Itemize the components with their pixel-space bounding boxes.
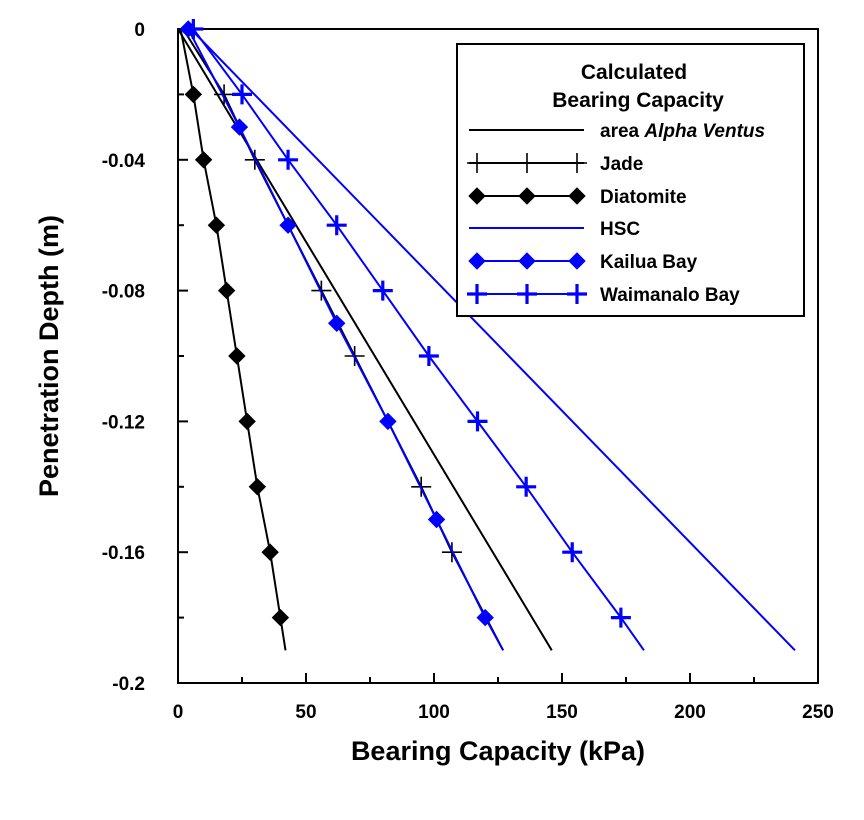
legend-marker-jade <box>517 153 537 173</box>
legend-marker-kailua-bay <box>468 252 486 270</box>
series-line-hsc <box>190 28 796 651</box>
data-point-kailua-bay <box>427 510 446 529</box>
legend-entry-waimanalo-bay: Waimanalo Bay <box>467 284 740 306</box>
data-point-diatomite <box>248 478 267 496</box>
legend-entries: area Alpha Ventus Jade Diatomite HSC Kailua … <box>467 121 765 306</box>
legend-title-line1: Calculated <box>581 61 687 84</box>
data-point-waimanalo-bay <box>562 542 583 563</box>
y-tick-label: -0.12 <box>102 412 145 433</box>
data-point-waimanalo-bay <box>418 346 439 366</box>
data-point-waimanalo-bay <box>516 476 537 497</box>
legend-marker-kailua-bay <box>518 252 536 270</box>
legend-marker-waimanalo-bay <box>567 284 587 304</box>
data-point-waimanalo-bay <box>467 411 488 432</box>
y-axis: 0 -0.04 -0.08 -0.12 -0.16 -0.2 <box>102 20 188 695</box>
legend-marker-diatomite <box>568 187 586 205</box>
y-tick-label: -0.04 <box>102 151 146 172</box>
x-axis: 0 50 100 150 200 250 <box>173 673 834 723</box>
data-point-kailua-bay <box>476 608 494 627</box>
x-tick-label: 250 <box>802 702 834 723</box>
y-tick-label: 0 <box>134 20 145 41</box>
data-point-diatomite <box>194 151 213 169</box>
data-point-waimanalo-bay <box>183 19 204 39</box>
legend-marker-waimanalo-bay <box>517 284 537 304</box>
x-tick-label: 0 <box>173 702 184 723</box>
data-point-diatomite <box>271 608 290 627</box>
legend-label-kailua-bay: Kailua Bay <box>600 252 698 273</box>
data-point-kailua-bay <box>379 412 397 431</box>
series-diatomite <box>179 28 290 651</box>
data-point-waimanalo-bay <box>372 280 393 301</box>
legend-entry-kailua-bay: Kailua Bay <box>468 252 698 273</box>
y-tick-label: -0.16 <box>102 543 145 564</box>
legend-marker-diatomite <box>468 187 486 205</box>
data-point-diatomite <box>207 216 226 234</box>
legend-marker-kailua-bay <box>568 252 586 270</box>
data-point-diatomite <box>217 281 236 300</box>
legend-label-hsc: HSC <box>600 219 640 240</box>
x-axis-title: Bearing Capacity (kPa) <box>351 736 645 766</box>
legend-entry-diatomite: Diatomite <box>468 187 687 208</box>
legend-label-waimanalo-bay: Waimanalo Bay <box>600 285 740 306</box>
data-point-waimanalo-bay <box>232 84 252 105</box>
x-tick-label: 200 <box>674 702 706 723</box>
data-point-kailua-bay <box>328 314 346 333</box>
legend-label-jade: Jade <box>600 154 643 175</box>
x-tick-label: 100 <box>418 702 450 723</box>
data-point-diatomite <box>228 347 246 365</box>
legend-marker-jade <box>567 153 587 173</box>
y-tick-label: -0.2 <box>112 674 145 695</box>
series-line-kailua-bay <box>187 28 504 651</box>
data-point-jade <box>214 84 235 105</box>
legend-title-line2: Bearing Capacity <box>552 89 724 112</box>
x-tick-label: 150 <box>546 702 578 723</box>
y-axis-title: Penetration Depth (m) <box>34 215 64 497</box>
series-waimanalo-bay <box>183 19 645 651</box>
data-point-waimanalo-bay <box>278 149 299 170</box>
data-point-kailua-bay <box>230 118 249 136</box>
legend: Calculated Bearing Capacity area Alpha V… <box>456 43 805 317</box>
series-layer <box>177 19 796 651</box>
legend-label-area-alpha-ventus: area Alpha Ventus <box>600 121 765 142</box>
legend-box <box>456 43 805 317</box>
x-tick-label: 50 <box>295 702 316 723</box>
y-tick-label: -0.08 <box>102 282 145 303</box>
data-point-diatomite <box>261 543 279 561</box>
series-hsc <box>190 28 796 651</box>
data-point-waimanalo-bay <box>610 607 631 628</box>
data-point-diatomite <box>184 85 203 104</box>
data-point-waimanalo-bay <box>326 215 347 236</box>
legend-marker-waimanalo-bay <box>467 284 487 304</box>
legend-marker-diatomite <box>518 187 536 205</box>
data-point-kailua-bay <box>279 216 297 234</box>
legend-entry-jade: Jade <box>467 153 643 175</box>
legend-marker-jade <box>467 153 487 173</box>
series-kailua-bay <box>179 20 504 651</box>
legend-label-diatomite: Diatomite <box>600 187 687 208</box>
data-point-diatomite <box>238 412 256 431</box>
legend-entry-hsc: HSC <box>469 219 640 240</box>
legend-entry-area-alpha-ventus: area Alpha Ventus <box>469 121 765 142</box>
